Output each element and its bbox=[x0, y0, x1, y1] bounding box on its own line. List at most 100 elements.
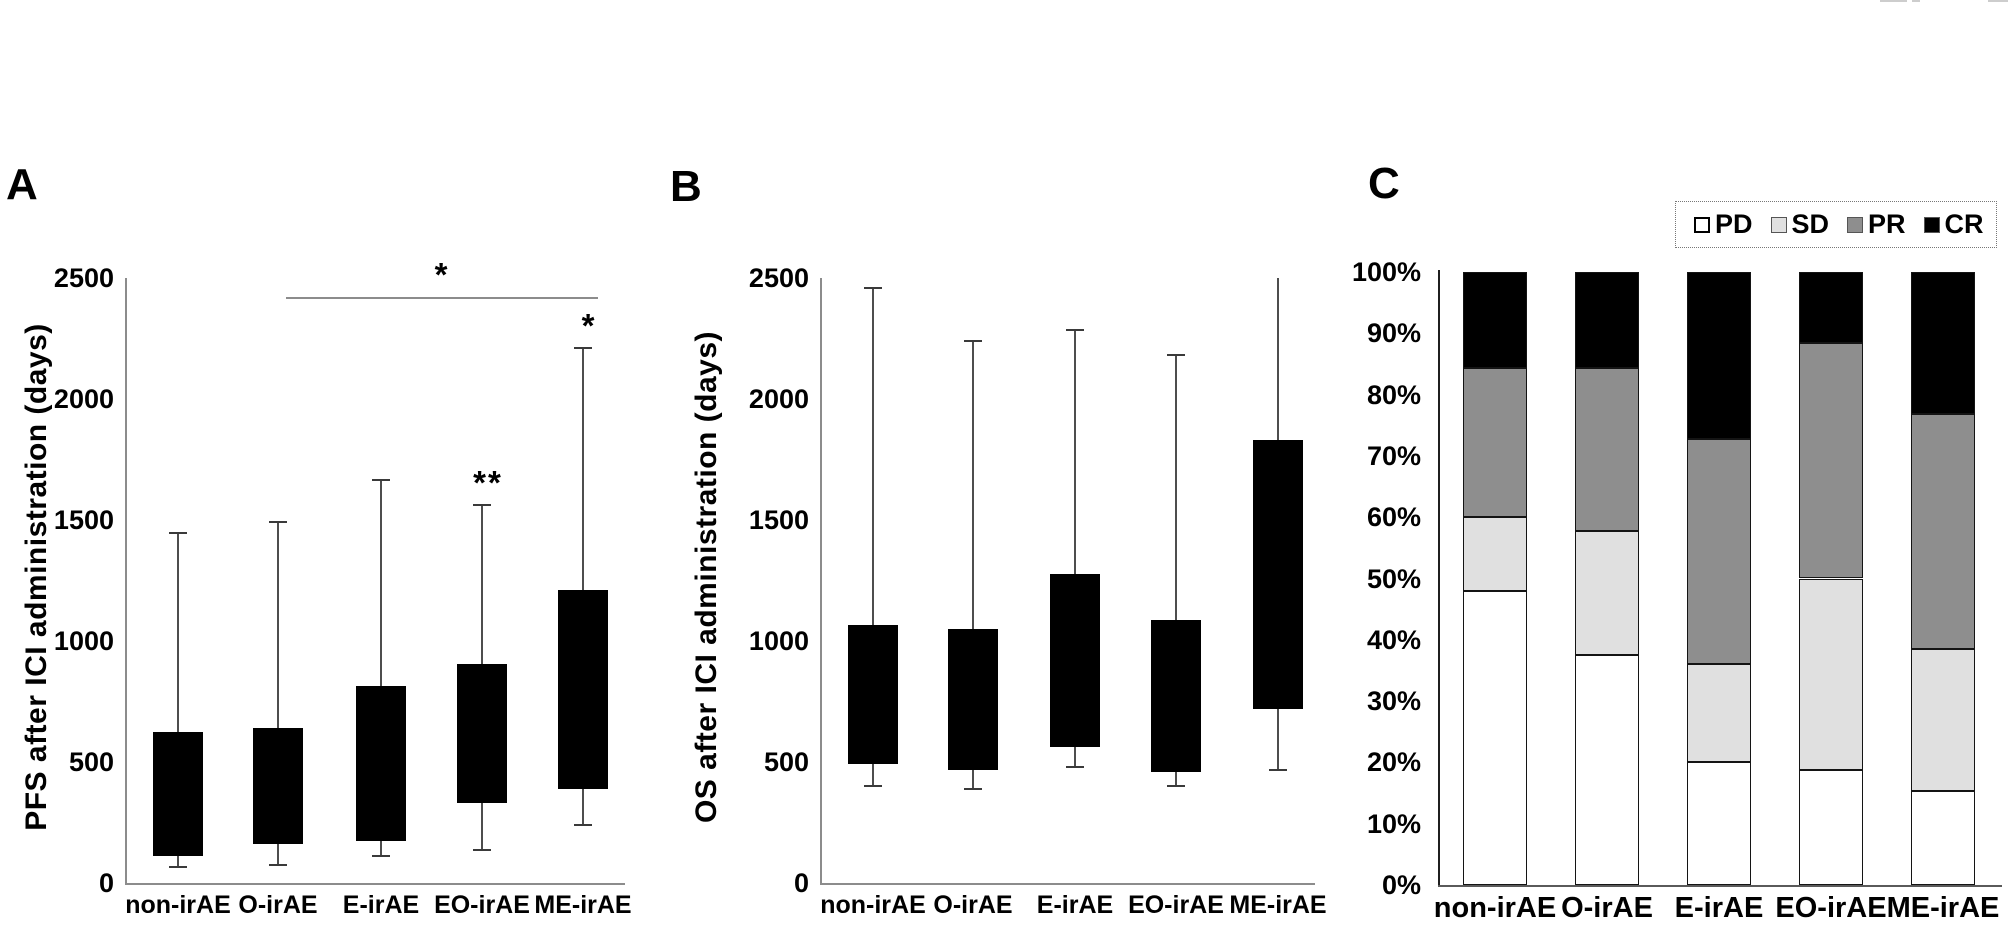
x-category-label: O-irAE bbox=[238, 891, 318, 919]
upper-whisker-cap bbox=[1167, 354, 1185, 357]
x-category-label: EO-irAE bbox=[1775, 892, 1887, 924]
bar-segment-pd bbox=[1799, 769, 1863, 885]
lower-whisker-cap bbox=[1167, 785, 1185, 788]
lower-whisker bbox=[380, 840, 382, 857]
y-tick-label: 30% bbox=[1366, 686, 1421, 717]
x-category-label: non-irAE bbox=[1433, 892, 1557, 924]
y-tick-label: 60% bbox=[1366, 502, 1421, 533]
legend-label-sd: SD bbox=[1791, 209, 1830, 239]
lower-whisker bbox=[1175, 771, 1177, 787]
upper-whisker bbox=[481, 505, 483, 664]
panel-b-letter: B bbox=[670, 162, 702, 211]
panel-a-letter: A bbox=[6, 160, 38, 209]
box-iqr-bar bbox=[253, 728, 303, 845]
lower-whisker bbox=[177, 856, 179, 868]
significance-stars: ** bbox=[473, 464, 503, 502]
y-tick-label: 20% bbox=[1366, 747, 1421, 778]
upper-whisker bbox=[1074, 330, 1076, 575]
y-tick-label: 500 bbox=[68, 747, 114, 777]
y-tick-label: 90% bbox=[1366, 318, 1421, 349]
lower-whisker-cap bbox=[1269, 769, 1287, 772]
box-iqr-bar bbox=[457, 663, 507, 804]
significance-bracket bbox=[286, 297, 598, 300]
bar-segment-pd bbox=[1911, 790, 1975, 885]
box-iqr-bar bbox=[848, 625, 898, 765]
panel-c-letter: C bbox=[1368, 159, 1400, 208]
panel-a-y-axis-title: PFS after ICI administration (days) bbox=[20, 323, 53, 831]
bar-segment-pd bbox=[1687, 762, 1751, 885]
x-axis-line bbox=[822, 883, 1315, 885]
x-category-label: EO-irAE bbox=[1128, 891, 1224, 919]
y-tick-label: 0 bbox=[98, 868, 114, 898]
x-category-label: non-irAE bbox=[820, 891, 926, 919]
x-category-label: ME-irAE bbox=[534, 891, 632, 919]
crop-artifact bbox=[1880, 0, 1907, 2]
bar-segment-pr bbox=[1575, 367, 1639, 532]
upper-whisker bbox=[177, 533, 179, 732]
y-tick-label: 80% bbox=[1366, 379, 1421, 410]
legend-item-pr: PR bbox=[1847, 211, 1906, 238]
pr-swatch-icon bbox=[1847, 216, 1864, 233]
x-category-label: O-irAE bbox=[1561, 892, 1653, 924]
x-category-label: non-irAE bbox=[125, 891, 231, 919]
box-iqr-bar bbox=[356, 685, 406, 841]
y-tick-label: 50% bbox=[1366, 563, 1421, 594]
upper-whisker-cap bbox=[169, 532, 187, 535]
y-tick-label: 1500 bbox=[53, 505, 114, 535]
y-tick-label: 10% bbox=[1366, 808, 1421, 839]
y-axis-line bbox=[820, 278, 822, 885]
y-tick-label: 40% bbox=[1366, 624, 1421, 655]
crop-artifact bbox=[1912, 0, 1920, 2]
lower-whisker bbox=[277, 844, 279, 865]
lower-whisker-cap bbox=[169, 866, 187, 869]
upper-whisker-cap bbox=[964, 339, 982, 342]
bar-segment-sd bbox=[1575, 531, 1639, 656]
upper-whisker-cap bbox=[473, 504, 491, 507]
lower-whisker-cap bbox=[574, 823, 592, 826]
upper-whisker bbox=[872, 287, 874, 626]
bar-segment-cr bbox=[1687, 272, 1751, 439]
bar-segment-sd bbox=[1463, 517, 1527, 591]
box-iqr-bar bbox=[558, 590, 608, 789]
legend-item-cr: CR bbox=[1923, 209, 1984, 239]
crop-artifact bbox=[1988, 0, 2008, 2]
lower-whisker-cap bbox=[372, 855, 390, 858]
upper-whisker bbox=[380, 480, 382, 686]
bar-segment-sd bbox=[1911, 648, 1975, 791]
x-category-label: ME-irAE bbox=[1886, 892, 2000, 924]
bar-segment-pr bbox=[1911, 413, 1975, 649]
box-iqr-bar bbox=[153, 731, 203, 857]
pd-swatch-icon bbox=[1694, 216, 1710, 233]
y-axis-line bbox=[1438, 270, 1440, 887]
x-category-label: ME-irAE bbox=[1229, 891, 1327, 919]
legend-item-pd: PD bbox=[1694, 211, 1753, 238]
lower-whisker bbox=[972, 770, 974, 789]
x-category-label: E-irAE bbox=[1674, 892, 1764, 924]
bracket-significance-label: * bbox=[434, 256, 450, 294]
bar-segment-pd bbox=[1463, 590, 1527, 885]
lower-whisker-cap bbox=[473, 849, 491, 852]
bar-segment-cr bbox=[1911, 272, 1975, 414]
lower-whisker bbox=[481, 803, 483, 851]
bar-segment-sd bbox=[1799, 578, 1863, 770]
y-tick-label: 0% bbox=[1381, 870, 1421, 900]
upper-whisker-cap bbox=[269, 521, 287, 524]
upper-whisker bbox=[277, 522, 279, 729]
upper-whisker bbox=[582, 348, 584, 591]
legend-label-pr: PR bbox=[1868, 209, 1906, 239]
y-tick-label: 0 bbox=[793, 868, 809, 898]
bar-segment-cr bbox=[1463, 272, 1527, 368]
cr-swatch-icon bbox=[1923, 216, 1940, 233]
lower-whisker-cap bbox=[269, 863, 287, 866]
upper-whisker-cap bbox=[864, 286, 882, 289]
legend-label-cr: CR bbox=[1944, 209, 1984, 239]
bar-segment-sd bbox=[1687, 664, 1751, 763]
box-iqr-bar bbox=[1253, 440, 1303, 709]
upper-whisker bbox=[1175, 355, 1177, 621]
lower-whisker bbox=[872, 764, 874, 787]
box-iqr-bar bbox=[948, 628, 998, 771]
y-tick-label: 1500 bbox=[748, 505, 809, 535]
lower-whisker-cap bbox=[1066, 765, 1084, 768]
x-category-label: E-irAE bbox=[342, 891, 420, 919]
y-tick-label: 70% bbox=[1366, 440, 1421, 471]
